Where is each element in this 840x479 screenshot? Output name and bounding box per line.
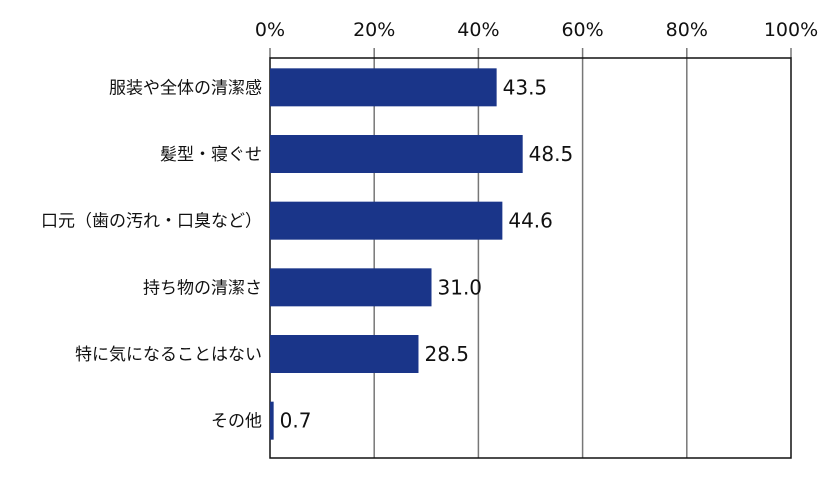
x-tick-label: 60% (561, 19, 603, 41)
bar (270, 335, 419, 373)
x-tick-label: 0% (255, 19, 285, 41)
category-label: 特に気になることはない (75, 345, 262, 365)
data-label: 44.6 (508, 209, 553, 233)
data-label: 0.7 (280, 409, 312, 433)
data-label: 43.5 (503, 75, 548, 99)
category-label: 口元（歯の汚れ・口臭など） (41, 212, 262, 232)
bar (270, 268, 432, 307)
data-label: 48.5 (529, 142, 574, 166)
x-tick-label: 80% (666, 19, 708, 41)
x-tick-label: 100% (764, 19, 818, 41)
plot-frame (269, 57, 792, 459)
data-label: 28.5 (424, 342, 469, 366)
x-tick-label: 40% (457, 19, 499, 41)
category-label: 髪型・寝ぐせ (160, 144, 262, 165)
x-tick-label: 20% (353, 19, 395, 41)
category-label: その他 (211, 412, 262, 432)
category-label: 服装や全体の清潔感 (109, 78, 262, 98)
bar (270, 401, 274, 440)
bar (270, 135, 523, 173)
data-label: 31.0 (438, 275, 483, 299)
category-label: 持ち物の清潔さ (143, 278, 262, 298)
bar (270, 201, 503, 240)
bar (270, 68, 497, 107)
